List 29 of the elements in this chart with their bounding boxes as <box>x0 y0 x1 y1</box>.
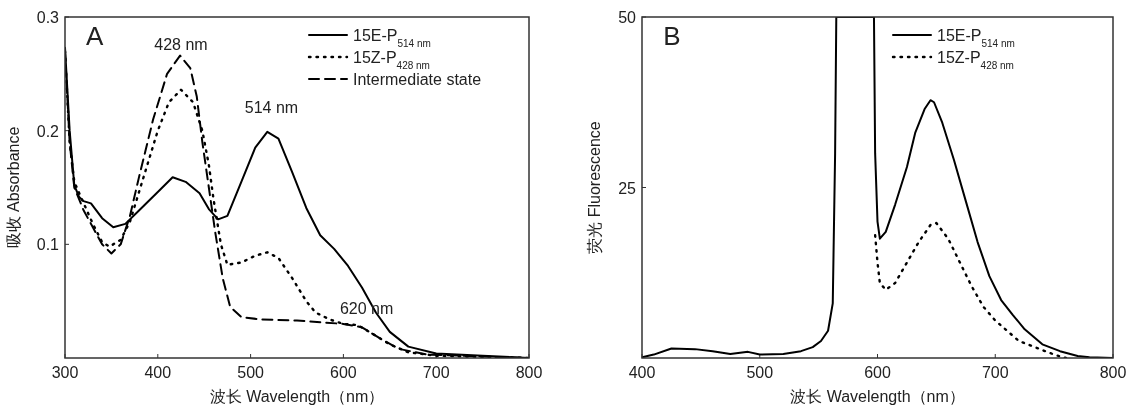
x-axis-title: 波长 Wavelength（nm） <box>209 388 385 405</box>
legend-label: 15Z-P$_{428 nm}$ <box>353 49 430 71</box>
y-tick-label: 0.3 <box>36 9 60 26</box>
y-tick-label: 0.2 <box>36 122 60 140</box>
legend-label: 15Z-P$_{428 nm}$ <box>937 49 1014 71</box>
annotation: 514 nm <box>244 98 299 116</box>
y-axis-title: 荧光 Fluorescence <box>586 121 603 254</box>
x-tick-label: 700 <box>422 364 450 381</box>
x-tick-label: 600 <box>330 364 357 381</box>
y-tick-label: 0.1 <box>36 236 60 254</box>
x-tick-label: 300 <box>51 364 79 381</box>
x-tick-label: 400 <box>144 364 172 381</box>
x-axis-title: 波长 Wavelength（nm） <box>790 388 965 405</box>
y-axis-title: 吸收 Absorbance <box>5 126 22 249</box>
x-tick-label: 800 <box>515 364 543 381</box>
legend-label: Intermediate state <box>353 71 482 88</box>
y-tick-label: 25 <box>618 179 637 197</box>
legend-label: 15E-P$_{514 nm}$ <box>937 27 1015 49</box>
x-tick-label: 700 <box>981 364 1009 381</box>
x-tick-label: 800 <box>1099 364 1127 381</box>
x-tick-label: 500 <box>746 364 774 381</box>
x-tick-label: 500 <box>237 364 265 381</box>
y-tick-label: 50 <box>618 9 637 26</box>
annotation: A <box>85 20 104 51</box>
x-tick-label: 400 <box>628 364 656 381</box>
annotation: 428 nm <box>154 35 208 53</box>
legend-label: 15E-P$_{514 nm}$ <box>353 27 431 49</box>
x-tick-label: 600 <box>864 364 891 381</box>
annotation: B <box>663 20 681 51</box>
